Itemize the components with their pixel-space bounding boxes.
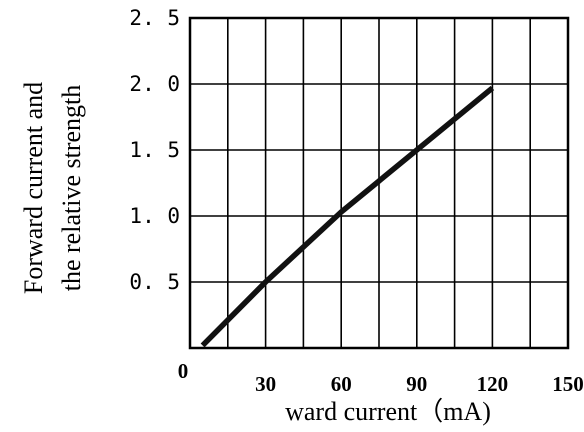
y-tick-label: 1. 5 (129, 138, 180, 162)
y-tick-label: 0. 5 (129, 270, 180, 294)
x-tick-label: 150 (552, 372, 584, 396)
y-tick-label: 2. 0 (129, 72, 180, 96)
y-axis-label-line-1: Forward current and (19, 82, 48, 294)
x-tick-labels: 0 30 60 90 120 150 (178, 359, 584, 396)
x-tick-label: 0 (178, 359, 189, 383)
x-tick-label: 90 (406, 372, 427, 396)
x-tick-label: 120 (477, 372, 509, 396)
y-axis-label-line-2: the relative strength (57, 85, 86, 291)
series-layer (200, 85, 495, 348)
series-line (200, 85, 495, 348)
x-tick-label: 60 (331, 372, 352, 396)
plot-frame (188, 16, 570, 350)
y-tick-labels: 2. 5 2. 0 1. 5 1. 0 0. 5 (129, 6, 180, 294)
x-tick-label: 30 (255, 372, 276, 396)
y-tick-label: 1. 0 (129, 204, 180, 228)
x-axis-label: ward current（mA) (285, 397, 491, 426)
y-tick-label: 2. 5 (129, 6, 180, 30)
